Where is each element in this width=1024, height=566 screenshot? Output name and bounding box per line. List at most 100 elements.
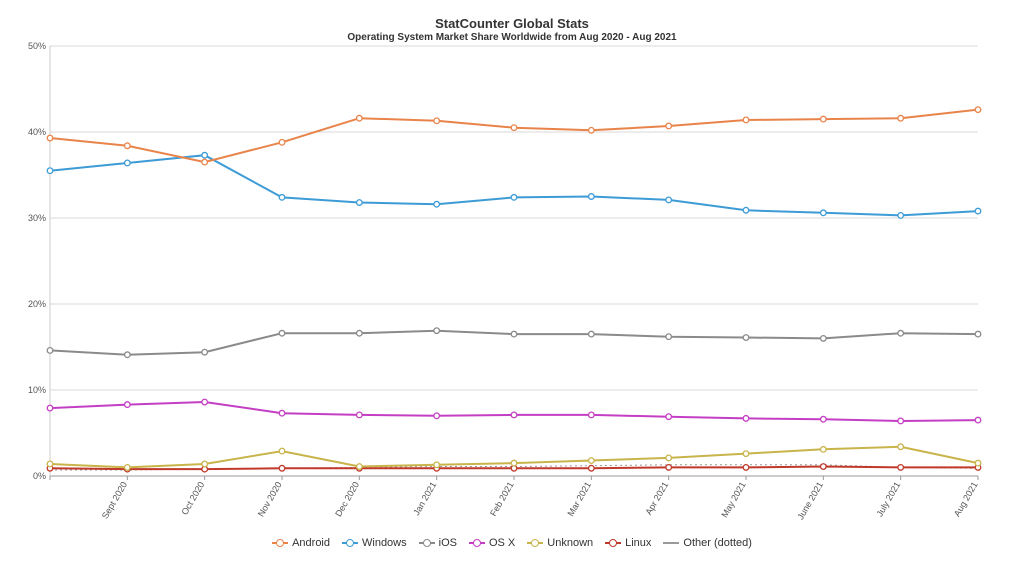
data-point xyxy=(742,414,750,422)
y-tick-label: 40% xyxy=(28,127,46,137)
legend-item[interactable]: Windows xyxy=(342,537,407,549)
data-point xyxy=(201,151,209,159)
legend-label: iOS xyxy=(438,537,457,549)
data-point xyxy=(819,209,827,217)
data-point xyxy=(742,450,750,458)
data-point xyxy=(433,461,441,469)
data-point xyxy=(819,463,827,470)
legend-item[interactable]: Android xyxy=(272,537,330,549)
x-tick-label: Sept 2020 xyxy=(100,480,129,521)
data-point xyxy=(278,447,286,455)
data-point xyxy=(201,398,209,406)
data-point xyxy=(510,193,518,201)
data-point xyxy=(742,116,750,124)
y-tick-label: 0% xyxy=(33,471,46,481)
data-point xyxy=(665,196,673,204)
x-tick-label: Dec 2020 xyxy=(333,480,361,518)
chart-title: StatCounter Global Stats xyxy=(435,16,589,31)
data-point xyxy=(819,445,827,453)
legend-label: OS X xyxy=(488,537,516,549)
legend-item[interactable]: OS X xyxy=(468,537,516,549)
legend-swatch-icon xyxy=(342,538,358,548)
legend-item[interactable]: Other (dotted) xyxy=(663,537,752,549)
data-point xyxy=(201,460,209,468)
data-point xyxy=(201,158,209,166)
legend-label: Android xyxy=(292,537,330,549)
legend-label: Other (dotted) xyxy=(683,537,752,549)
data-point xyxy=(587,464,595,472)
data-point xyxy=(897,329,905,337)
data-point xyxy=(278,138,286,146)
data-point xyxy=(897,114,905,122)
data-point xyxy=(587,457,595,464)
x-tick-label: July 2021 xyxy=(874,480,902,518)
data-point xyxy=(355,463,363,470)
y-tick-label: 50% xyxy=(28,41,46,51)
data-point xyxy=(665,333,673,341)
data-point xyxy=(510,330,518,338)
data-point xyxy=(587,330,595,338)
data-point xyxy=(123,142,131,150)
legend-swatch-icon xyxy=(527,538,544,548)
chart-legend: Android Windows iOS OS X Unknown Linux Other (… xyxy=(0,537,1024,551)
legend-label: Windows xyxy=(362,537,407,549)
data-point xyxy=(819,334,827,342)
x-tick-label: Feb 2021 xyxy=(488,480,516,518)
legend-item[interactable]: Unknown xyxy=(527,537,593,549)
y-tick-label: 10% xyxy=(28,385,46,395)
data-point xyxy=(433,327,441,335)
data-point xyxy=(278,329,286,337)
data-point xyxy=(742,463,750,471)
data-point xyxy=(974,416,982,424)
data-point xyxy=(587,411,595,419)
data-point xyxy=(974,459,982,467)
data-point xyxy=(355,114,363,122)
data-point xyxy=(433,200,441,208)
legend-swatch-icon xyxy=(468,538,485,548)
data-point xyxy=(587,193,595,200)
x-tick-label: Aug 2021 xyxy=(952,480,980,518)
legend-item[interactable]: Linux xyxy=(605,537,651,549)
data-point xyxy=(742,334,750,341)
legend-swatch-icon xyxy=(663,538,680,548)
data-point xyxy=(974,207,982,215)
chart-subtitle: Operating System Market Share Worldwide … xyxy=(347,32,677,43)
data-point xyxy=(46,404,54,412)
data-point xyxy=(665,413,673,421)
x-tick-label: Mar 2021 xyxy=(565,480,593,518)
data-point xyxy=(123,401,131,409)
data-point xyxy=(278,193,286,201)
data-point xyxy=(819,115,827,123)
data-point xyxy=(46,460,54,468)
data-point xyxy=(742,206,750,214)
data-point xyxy=(46,346,54,354)
data-point xyxy=(46,167,54,175)
series-line-windows xyxy=(49,154,979,217)
data-point xyxy=(665,122,673,130)
data-point xyxy=(897,211,905,219)
x-tick-label: Oct 2020 xyxy=(179,480,206,517)
data-point xyxy=(46,134,54,142)
legend-item[interactable]: iOS xyxy=(418,537,457,549)
data-point xyxy=(510,124,518,132)
data-point xyxy=(897,463,905,471)
data-point xyxy=(510,411,518,419)
legend-swatch-icon xyxy=(272,538,289,548)
series-line-android xyxy=(49,108,979,164)
data-point xyxy=(123,351,131,359)
x-tick-label: Apr 2021 xyxy=(643,480,670,517)
x-tick-label: Jan 2021 xyxy=(411,480,438,517)
data-point xyxy=(278,409,286,417)
legend-label: Linux xyxy=(625,537,652,549)
data-point xyxy=(510,459,518,467)
data-point xyxy=(433,117,441,125)
y-tick-label: 30% xyxy=(28,213,46,223)
data-point xyxy=(819,415,827,423)
data-point xyxy=(355,411,363,419)
data-point xyxy=(433,412,441,420)
legend-swatch-icon xyxy=(605,538,622,548)
x-tick-label: Nov 2020 xyxy=(256,480,284,518)
data-point xyxy=(974,330,982,338)
data-point xyxy=(587,126,595,134)
